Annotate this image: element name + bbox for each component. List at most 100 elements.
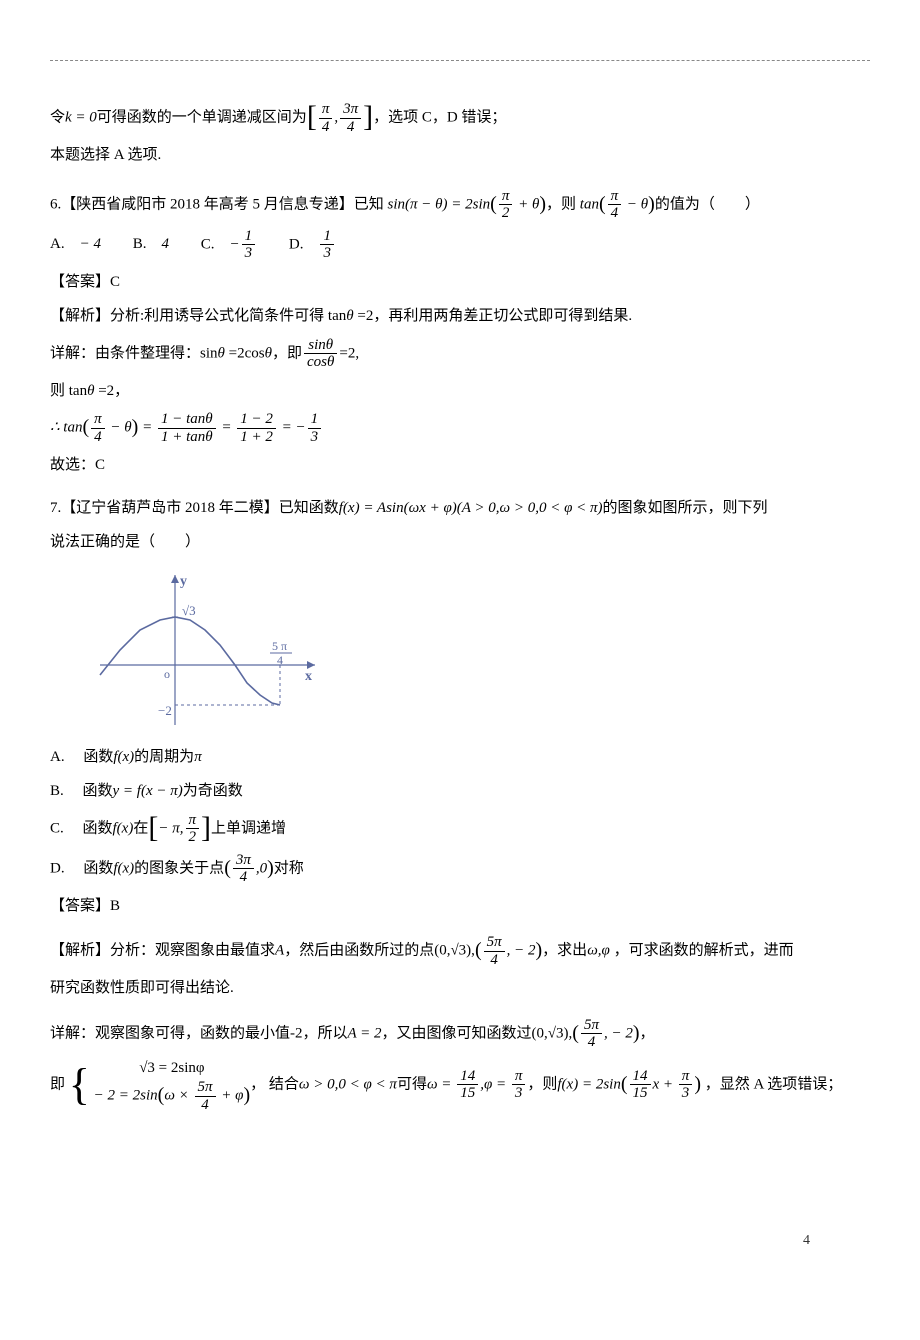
tan: tan	[580, 196, 599, 212]
q7-analysis: 【解析】分析：观察图象由最值求A，然后由函数所过的点(0,√3),(5π4, −…	[50, 934, 870, 968]
q6-pick: 故选：C	[50, 451, 870, 480]
right-sq-bracket: ]	[363, 102, 373, 132]
rparen: )	[243, 1085, 250, 1105]
minus-theta: − θ	[107, 419, 132, 435]
q7-system: 即 { √3 = 2sinφ − 2 = 2sin(ω × 5π4 + φ) ，…	[50, 1057, 870, 1114]
therefore: ∴	[50, 419, 60, 435]
left-sq-bracket: [	[307, 102, 317, 132]
q7-option-c: C. 函数f(x)在[− π,π2]上单调递增	[50, 812, 870, 846]
pi-over-4: π4	[608, 188, 622, 222]
q7-option-a: A. 函数f(x)的周期为π	[50, 743, 870, 772]
fx: f(x)	[113, 749, 134, 765]
text: 可得函数的一个单调递减区间为	[97, 109, 307, 125]
eq-neg: = −	[278, 419, 306, 435]
q6-eq-lhs: sin(π − θ) = 2sin	[388, 196, 491, 212]
right-sq-bracket: ]	[201, 813, 211, 843]
pt1: (0,√3),	[434, 942, 475, 958]
x-axis-label: x	[305, 669, 312, 684]
lparen: (	[475, 940, 482, 960]
lparen: (	[599, 194, 606, 214]
y-eq: y = f(x − π)	[113, 783, 183, 799]
sys-line2: − 2 = 2sin(ω × 5π4 + φ)	[94, 1079, 251, 1113]
A: A	[275, 942, 284, 958]
cond: ω > 0,0 < φ < π	[299, 1076, 397, 1092]
pi-over-4: π4	[91, 411, 105, 445]
text: 【解析】分析：观察图象由最值求	[50, 942, 275, 958]
sin-over-cos: sinθcosθ	[304, 337, 337, 371]
minus-pi: − π,	[158, 820, 183, 836]
one-third: 13	[242, 228, 256, 262]
k-eq-0: k = 0	[65, 109, 97, 125]
page-divider	[50, 60, 870, 61]
rparen: )	[132, 417, 139, 437]
rparen: )	[633, 1023, 640, 1043]
minus2: , − 2	[604, 1025, 633, 1041]
q7-answer: 【答案】B	[50, 892, 870, 921]
rparen: )	[267, 858, 274, 878]
x-plus: x +	[653, 1076, 677, 1092]
label: C. 函数	[50, 820, 113, 836]
one-third: 13	[320, 228, 334, 262]
rparen: )	[694, 1074, 701, 1094]
frac1: 1 − tanθ1 + tanθ	[158, 411, 216, 445]
rparen: )	[539, 194, 546, 214]
text: ，即	[272, 345, 302, 361]
pi-over-4: π4	[319, 101, 333, 135]
one-third: 13	[308, 411, 322, 445]
5pi-over-4: 5π4	[484, 934, 505, 968]
theta: θ	[346, 308, 353, 324]
rparen: )	[536, 940, 543, 960]
pi-over-3: π3	[512, 1068, 526, 1102]
text: 即	[50, 1076, 65, 1092]
text: 可得	[397, 1076, 427, 1092]
lparen: (	[224, 858, 231, 878]
A-eq-2: A = 2	[348, 1025, 382, 1041]
origin-label: o	[164, 667, 170, 681]
pi-over-2: π2	[186, 812, 200, 846]
q7-detail-1: 详解：观察图象可得，函数的最小值-2，所以A = 2，又由图像可知函数过(0,√…	[50, 1017, 870, 1051]
text: 则 tan	[50, 383, 87, 399]
equation-system: { √3 = 2sinφ − 2 = 2sin(ω × 5π4 + φ)	[69, 1057, 250, 1114]
eq: =	[218, 419, 236, 435]
fx: f(x)	[113, 860, 134, 876]
theta: θ	[265, 345, 272, 361]
page-number: 4	[803, 1228, 810, 1255]
text: 的值为（ ）	[655, 196, 760, 212]
q6-option-b: B. 4	[133, 230, 169, 259]
text: 为奇函数	[183, 783, 243, 799]
q7-stem: 7.【辽宁省葫芦岛市 2018 年二模】已知函数f(x) = Asin(ωx +…	[50, 494, 870, 523]
text: 【解析】分析:利用诱导公式化简条件可得 tan	[50, 308, 346, 324]
text: ，求出	[542, 942, 587, 958]
text: =2,	[339, 345, 359, 361]
text: ，可求函数的解析式，进而	[610, 942, 794, 958]
5pi-num: 5 π	[272, 639, 287, 653]
lparen: (	[490, 194, 497, 214]
text: =2，再利用两角差正切公式即可得到结果.	[354, 308, 632, 324]
q7-analysis-2: 研究函数性质即可得出结论.	[50, 974, 870, 1003]
omega-phi: ω,φ	[587, 942, 610, 958]
q6-option-d: D. 13	[289, 228, 336, 262]
lparen: (	[82, 417, 89, 437]
q7-func: f(x) = Asin(ωx + φ)(A > 0,ω > 0,0 < φ < …	[339, 500, 603, 516]
fx: f(x)	[113, 820, 134, 836]
minus2: , − 2	[507, 942, 536, 958]
5pi-over-4: 5π4	[581, 1017, 602, 1051]
comma: ，	[250, 1076, 265, 1092]
3pi-over-4: 3π4	[233, 852, 254, 886]
text: 在	[133, 820, 148, 836]
q6-analysis: 【解析】分析:利用诱导公式化简条件可得 tanθ =2，再利用两角差正切公式即可…	[50, 302, 870, 331]
q6-answer: 【答案】C	[50, 268, 870, 297]
text: 详解：观察图象可得，函数的最小值-2，所以	[50, 1025, 348, 1041]
prev-solution-line2: 本题选择 A 选项.	[50, 141, 870, 170]
q6-source: 6.【陕西省咸阳市 2018 年高考 5 月信息专递】已知	[50, 196, 384, 212]
text: 的周期为	[134, 749, 194, 765]
omega-eq: ω =	[427, 1076, 455, 1092]
minus2-label: −2	[158, 703, 172, 718]
prev-solution-line1: 令k = 0可得函数的一个单调递减区间为[π4,3π4]，选项 C，D 错误；	[50, 101, 870, 135]
q6-detail-1: 详解：由条件整理得：sinθ =2cosθ，即sinθcosθ=2,	[50, 337, 870, 371]
pi-over-3: π3	[679, 1068, 693, 1102]
text: ，然后由函数所过的点	[284, 942, 434, 958]
left-brace-icon: {	[69, 1065, 90, 1105]
q6-stem: 6.【陕西省咸阳市 2018 年高考 5 月信息专递】已知 sin(π − θ)…	[50, 188, 870, 222]
frac2: 1 − 21 + 2	[237, 411, 276, 445]
